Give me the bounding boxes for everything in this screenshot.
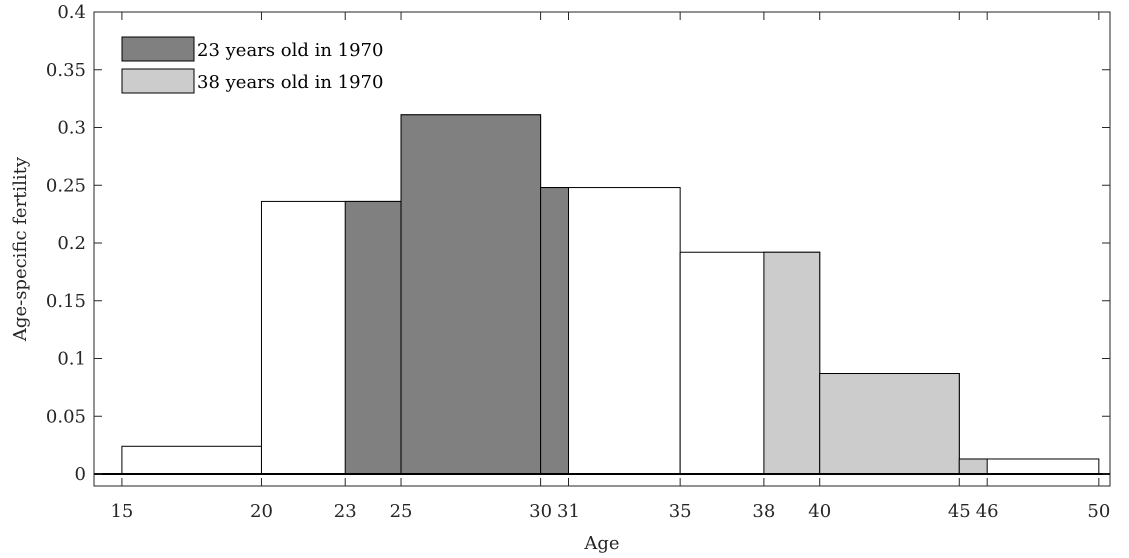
x-tick-label-8: 40	[808, 501, 831, 522]
legend-label-23-years: 23 years old in 1970	[197, 40, 383, 61]
x-tick-label-0: 15	[110, 501, 133, 522]
x-tick-label-9: 45	[948, 501, 971, 522]
legend: 23 years old in 1970 38 years old in 197…	[121, 36, 383, 94]
y-tick-label-4: 0.2	[57, 233, 86, 254]
series-1-bar-45-46	[958, 458, 988, 475]
series-0-bar-23-25	[344, 200, 402, 475]
y-tick-label-5: 0.25	[46, 175, 86, 196]
y-axis-title: Age-specific fertility	[10, 156, 31, 342]
legend-label-38-years: 38 years old in 1970	[197, 72, 383, 93]
legend-swatch-38-years	[121, 68, 195, 94]
x-tick-label-2: 23	[334, 501, 357, 522]
y-tick-label-6: 0.3	[57, 118, 86, 139]
series-0-bar-30-31	[540, 187, 570, 475]
series-1-bar-38-40	[763, 251, 821, 475]
tick-marks	[94, 11, 1110, 486]
outline-bar-15-20	[121, 445, 262, 475]
x-tick-label-3: 25	[390, 501, 413, 522]
plot-frame	[93, 11, 1111, 487]
x-axis-title: Age	[583, 533, 619, 554]
x-tick-label-6: 35	[669, 501, 692, 522]
y-tick-label-7: 0.35	[46, 60, 86, 81]
y-tick-label-0: 0	[75, 464, 86, 485]
x-tick-label-1: 20	[250, 501, 273, 522]
y-tick-label-1: 0.05	[46, 406, 86, 427]
series-1-bar-40-45	[819, 373, 960, 475]
plot-border	[93, 11, 1111, 487]
legend-swatch-23-years	[121, 36, 195, 62]
tick-labels: 00.050.10.150.20.250.30.350.415 20 23 25 30 3…	[46, 2, 1110, 522]
x-tick-label-7: 38	[752, 501, 775, 522]
x-tick-label-10: 46	[976, 501, 999, 522]
y-tick-label-2: 0.1	[57, 349, 86, 370]
x-tick-label-11: 50	[1087, 501, 1110, 522]
y-tick-label-8: 0.4	[57, 2, 86, 23]
series-0-bar-25-30	[400, 114, 542, 475]
y-tick-label-3: 0.15	[46, 291, 86, 312]
x-tick-label-5: 31	[557, 501, 580, 522]
x-tick-label-4: 30	[529, 501, 552, 522]
cohort-series	[344, 114, 988, 475]
